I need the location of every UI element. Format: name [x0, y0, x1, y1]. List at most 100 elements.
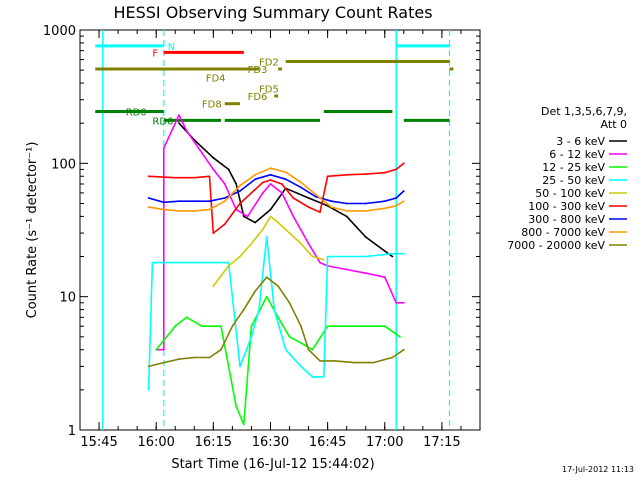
- series-point-7: [239, 184, 241, 187]
- series-point-1: [307, 242, 310, 245]
- series-point-2: [220, 325, 222, 328]
- series-point-1: [292, 215, 295, 218]
- series-point-0: [227, 168, 230, 171]
- series-point-5: [326, 175, 329, 178]
- series-point-5: [345, 173, 348, 176]
- series-point-4: [269, 215, 272, 218]
- series-point-2: [250, 325, 253, 328]
- series-point-5: [364, 173, 367, 176]
- series-point-5: [395, 168, 398, 171]
- series-point-8: [334, 360, 337, 362]
- legend-label-5: 100 - 300 keV: [528, 200, 605, 213]
- y-axis-label: Count Rate (s⁻¹ detector⁻¹): [25, 142, 40, 319]
- series-point-0: [178, 122, 180, 125]
- series-point-7: [315, 194, 318, 196]
- flag-label-f: F: [152, 48, 158, 59]
- series-point-3: [391, 252, 394, 255]
- series-point-6: [402, 190, 405, 192]
- series-point-4: [239, 255, 241, 258]
- series-point-0: [235, 183, 238, 185]
- series-point-6: [330, 200, 333, 203]
- x-tick-label: 16:45: [309, 435, 346, 450]
- series-point-6: [178, 200, 180, 203]
- series-point-0: [345, 215, 348, 218]
- series-point-6: [147, 197, 150, 199]
- series-point-6: [193, 200, 196, 203]
- legend-label-2: 12 - 25 keV: [542, 161, 605, 174]
- series-point-7: [402, 200, 405, 203]
- series-point-2: [300, 342, 302, 344]
- series-point-1: [402, 301, 405, 304]
- series-point-6: [300, 186, 302, 189]
- flag-label-fd3: FD3: [248, 65, 268, 76]
- series-point-4: [277, 221, 279, 224]
- series-point-6: [345, 202, 348, 205]
- series-point-5: [193, 176, 196, 179]
- series-point-7: [300, 181, 302, 184]
- series-point-6: [239, 190, 241, 192]
- y-tick-label: 1: [68, 424, 76, 439]
- series-point-5: [208, 175, 211, 178]
- series-point-8: [300, 325, 302, 328]
- series-point-6: [284, 178, 287, 181]
- series-point-8: [288, 301, 291, 304]
- series-point-1: [162, 348, 165, 351]
- series-point-8: [372, 361, 375, 364]
- series-point-0: [383, 250, 386, 252]
- series-point-8: [319, 360, 321, 362]
- series-point-5: [292, 197, 295, 199]
- series-point-2: [311, 348, 314, 351]
- series-point-5: [174, 176, 177, 179]
- series-point-5: [319, 211, 321, 214]
- series-point-7: [223, 200, 226, 203]
- series-point-7: [178, 210, 180, 212]
- series-point-3: [174, 261, 177, 264]
- series-point-4: [227, 265, 230, 267]
- series-point-6: [395, 197, 398, 199]
- series-point-8: [265, 276, 268, 279]
- series-point-7: [364, 210, 367, 212]
- series-point-7: [254, 173, 257, 176]
- y-tick-label: 100: [51, 157, 76, 172]
- series-point-1: [345, 268, 348, 271]
- series-point-1: [178, 114, 180, 116]
- series-point-2: [277, 316, 279, 319]
- series-point-1: [395, 301, 398, 304]
- series-point-6: [364, 202, 367, 205]
- series-point-3: [322, 376, 325, 378]
- series-point-5: [307, 206, 310, 209]
- series-point-5: [212, 232, 215, 235]
- series-point-8: [307, 348, 310, 351]
- series-point-2: [345, 325, 348, 328]
- series-point-6: [269, 173, 272, 176]
- series-point-0: [391, 255, 394, 258]
- series-point-3: [250, 335, 253, 338]
- series-point-3: [273, 308, 276, 311]
- series-point-1: [185, 130, 188, 132]
- series-line-8: [148, 276, 405, 368]
- series-point-0: [254, 221, 257, 224]
- flag-label-rd0: RD0: [126, 107, 147, 118]
- series-point-3: [239, 365, 241, 368]
- series-point-4: [311, 255, 314, 258]
- series-point-8: [178, 358, 180, 360]
- footer-timestamp: 17-Jul-2012 11:13: [562, 465, 634, 474]
- series-point-6: [254, 178, 257, 181]
- series-line-1: [156, 114, 404, 351]
- chart-title: HESSI Observing Summary Count Rates: [113, 3, 432, 22]
- y-tick-label: 10: [59, 291, 76, 306]
- series-point-1: [246, 215, 249, 218]
- series-point-3: [402, 252, 405, 255]
- series-point-7: [147, 206, 150, 209]
- series-point-3: [311, 376, 314, 378]
- series-point-2: [235, 405, 238, 408]
- series-point-1: [383, 276, 386, 279]
- legend-label-8: 7000 - 20000 keV: [507, 239, 605, 252]
- series-point-1: [223, 183, 226, 185]
- series-point-4: [262, 228, 264, 231]
- series-point-1: [262, 192, 264, 194]
- series-point-8: [353, 361, 356, 364]
- legend-label-7: 800 - 7000 keV: [521, 226, 605, 239]
- series-point-5: [250, 192, 253, 194]
